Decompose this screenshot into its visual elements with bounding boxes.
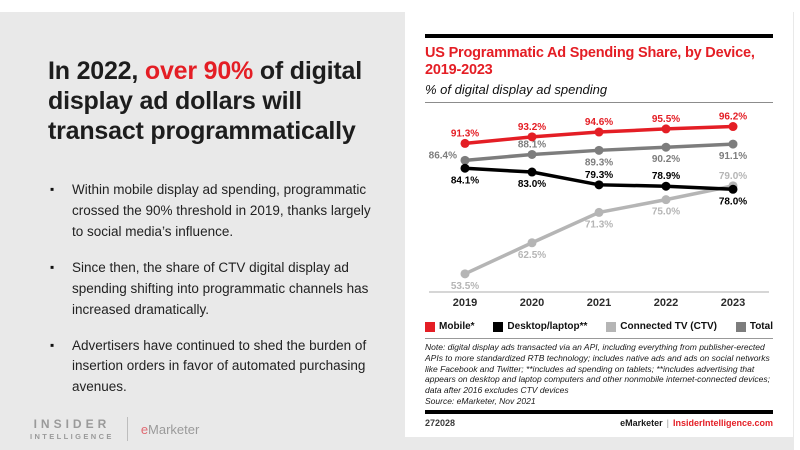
chart-title: US Programmatic Ad Spending Share, by De… xyxy=(425,45,755,79)
chart-id: 272028 xyxy=(425,418,456,429)
card-top-bar xyxy=(425,34,773,38)
data-point xyxy=(661,124,671,134)
logo-line2: INTELLIGENCE xyxy=(30,432,114,441)
left-content: In 2022, over 90% of digital display ad … xyxy=(48,56,386,413)
legend-swatch xyxy=(425,321,435,332)
data-point xyxy=(661,181,671,191)
data-label: 96.2% xyxy=(719,112,747,123)
data-point xyxy=(460,156,470,166)
logo-line1: INSIDER xyxy=(33,417,111,431)
data-label: 78.0% xyxy=(719,197,747,208)
line-chart: 2019 2020 2021 2022 2023 53.5% 62.5% 71.3% 75.0%… xyxy=(429,112,769,309)
headline-highlight: over 90% xyxy=(144,57,254,85)
legend-item-mobile-: Mobile* xyxy=(425,321,475,332)
data-label: 84.1% xyxy=(451,175,479,186)
card-bottom-bar xyxy=(425,410,773,415)
chart-note: Note: digital display ads transacted via… xyxy=(425,342,770,396)
data-point xyxy=(728,185,738,195)
chart-legend: Mobile* Desktop/laptop** Connected TV (CTV… xyxy=(425,321,773,332)
data-label: 90.2% xyxy=(652,154,680,165)
data-point xyxy=(661,142,671,152)
data-point xyxy=(594,127,604,137)
headline: In 2022, over 90% of digital display ad … xyxy=(48,56,386,146)
data-point xyxy=(728,122,738,132)
data-point xyxy=(527,132,537,142)
footer-separator: | xyxy=(666,418,669,429)
bullet-list: Within mobile display ad spending, progr… xyxy=(48,180,378,398)
legend-label: Total xyxy=(749,321,773,333)
data-label: 88.1% xyxy=(518,140,546,151)
x-tick-label: 2020 xyxy=(520,297,544,309)
chart-subtitle: % of digital display ad spending xyxy=(425,82,608,98)
data-point xyxy=(728,139,738,149)
x-tick-label: 2022 xyxy=(654,297,678,309)
data-point xyxy=(594,146,604,156)
data-point xyxy=(527,150,537,160)
footer-emarketer: eMarketer xyxy=(620,418,663,429)
data-point xyxy=(460,139,470,149)
bullet-item: Within mobile display ad spending, progr… xyxy=(48,180,378,243)
data-label: 62.5% xyxy=(518,250,546,261)
series-total: 86.4% 88.1% 89.3% 90.2% 91.1% xyxy=(429,140,748,169)
emarketer-rest: Marketer xyxy=(148,421,200,437)
x-tick-label: 2019 xyxy=(453,297,477,309)
data-point xyxy=(527,238,537,248)
title-divider xyxy=(425,102,773,104)
emarketer-wordmark: eMarketer xyxy=(141,422,200,437)
data-label: 94.6% xyxy=(585,117,613,128)
series-desktop-laptop-: 84.1% 83.0% 79.3% 78.9% 78.0% xyxy=(451,163,747,208)
footer-brand-line: eMarketer | InsiderIntelligence.com xyxy=(620,418,773,428)
insider-intelligence-wordmark: INSIDER INTELLIGENCE xyxy=(30,417,114,441)
data-label: 89.3% xyxy=(585,158,613,169)
legend-label: Mobile* xyxy=(439,321,475,333)
card-footer: 272028 eMarketer | InsiderIntelligence.com xyxy=(425,418,773,428)
data-label: 95.5% xyxy=(652,114,680,125)
headline-pre: In 2022, xyxy=(48,57,145,85)
data-point xyxy=(460,163,470,173)
data-point xyxy=(527,167,537,177)
data-label: 71.3% xyxy=(585,220,613,231)
series-mobile-: 91.3% 93.2% 94.6% 95.5% 96.2% xyxy=(451,112,747,149)
data-label: 79.3% xyxy=(585,170,613,181)
data-label: 75.0% xyxy=(652,207,680,218)
series-connected-tv-ctv-: 53.5% 62.5% 71.3% 75.0% 79.0% xyxy=(451,171,747,292)
data-point xyxy=(594,180,604,190)
legend-item-desktop-laptop-: Desktop/laptop** xyxy=(493,321,587,332)
legend-swatch xyxy=(493,321,504,332)
data-label: 83.0% xyxy=(518,179,546,190)
legend-item-connected-tv-ctv-: Connected TV (CTV) xyxy=(606,321,717,332)
headline-post: of digital display ad dollars will trans… xyxy=(48,57,362,145)
bullet-item: Since then, the share of CTV digital dis… xyxy=(48,258,378,321)
legend-label: Desktop/laptop** xyxy=(507,321,588,333)
x-tick-label: 2023 xyxy=(721,297,745,309)
data-label: 93.2% xyxy=(518,122,546,133)
chart-source: Source: eMarketer, Nov 2021 xyxy=(425,395,536,406)
footer-site-link: InsiderIntelligence.com xyxy=(672,418,773,429)
logo-divider xyxy=(126,417,128,441)
bullet-item: Advertisers have continued to shed the b… xyxy=(48,336,378,399)
legend-swatch xyxy=(606,321,617,332)
legend-item-total: Total xyxy=(735,321,773,333)
chart-card: US Programmatic Ad Spending Share, by De… xyxy=(405,12,793,437)
legend-label: Connected TV (CTV) xyxy=(620,321,717,333)
legend-swatch xyxy=(735,321,746,332)
data-label: 53.5% xyxy=(451,281,479,292)
note-divider xyxy=(425,338,773,340)
data-point xyxy=(594,208,604,218)
x-tick-label: 2021 xyxy=(587,297,611,309)
data-label: 86.4% xyxy=(429,151,457,162)
data-point xyxy=(661,195,671,205)
data-label: 79.0% xyxy=(719,171,747,182)
emarketer-e: e xyxy=(140,421,149,437)
data-label: 78.9% xyxy=(652,171,680,182)
data-point xyxy=(460,269,470,279)
data-label: 91.1% xyxy=(719,151,747,162)
data-label: 91.3% xyxy=(451,129,479,140)
insider-intelligence-logo: INSIDER INTELLIGENCE eMarketer xyxy=(30,417,199,441)
